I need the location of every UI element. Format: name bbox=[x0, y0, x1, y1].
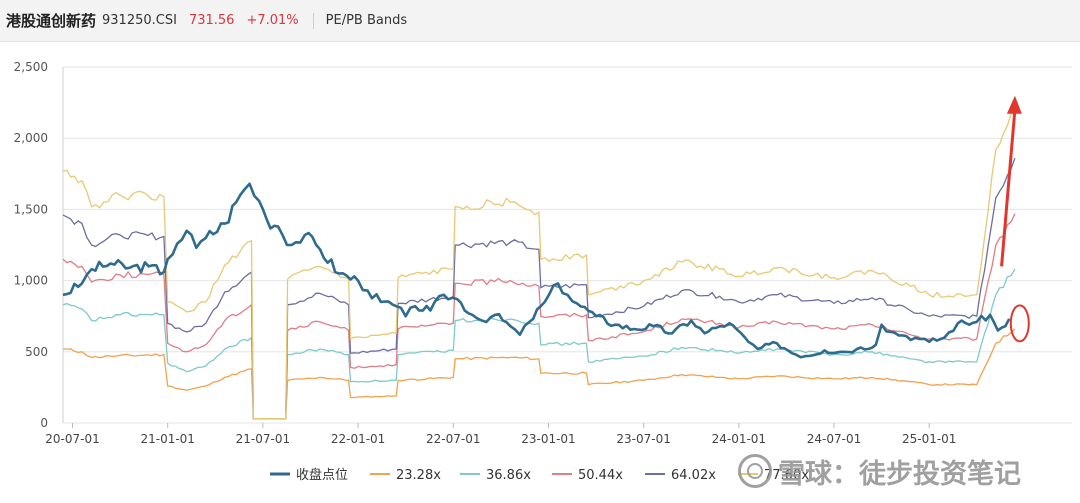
chart-header: 港股通创新药 931250.CSI 731.56 +7.01% PE/PB Ba… bbox=[0, 0, 1080, 42]
band-mode-label[interactable]: PE/PB Bands bbox=[325, 13, 408, 28]
x-tick-label: 20-07-01 bbox=[45, 432, 99, 446]
x-tick-label: 24-01-01 bbox=[712, 432, 766, 446]
y-tick-label: 500 bbox=[25, 345, 48, 359]
x-tick-label: 22-01-01 bbox=[331, 432, 385, 446]
band-line-36.86x bbox=[62, 268, 1016, 420]
y-tick-label: 0 bbox=[40, 416, 48, 430]
legend-label: 64.02x bbox=[671, 468, 716, 483]
y-tick-label: 2,500 bbox=[14, 60, 48, 74]
close-series-line bbox=[62, 182, 1011, 359]
y-tick-label: 1,500 bbox=[14, 202, 48, 216]
index-name: 港股通创新药 bbox=[6, 12, 97, 30]
annotation-arrow-head bbox=[1006, 95, 1022, 114]
x-tick-label: 23-01-01 bbox=[521, 432, 575, 446]
index-price: 731.56 bbox=[188, 13, 235, 28]
x-tick-label: 25-01-01 bbox=[902, 432, 956, 446]
y-tick-label: 1,000 bbox=[14, 274, 48, 288]
band-line-77.60x bbox=[62, 101, 1016, 420]
index-code: 931250.CSI bbox=[102, 13, 177, 28]
x-tick-label: 21-01-01 bbox=[140, 432, 194, 446]
x-tick-label: 21-07-01 bbox=[236, 432, 290, 446]
band-line-64.02x bbox=[62, 157, 1016, 420]
x-tick-label: 22-07-01 bbox=[426, 432, 480, 446]
header-divider bbox=[312, 12, 314, 29]
x-tick-label: 24-07-01 bbox=[807, 432, 861, 446]
legend-label: 50.44x bbox=[578, 468, 623, 483]
band-line-23.28x bbox=[62, 328, 1016, 420]
annotation-circle bbox=[1009, 304, 1030, 343]
y-tick-label: 2,000 bbox=[14, 131, 48, 145]
watermark: 雪球：徒步投资笔记 bbox=[738, 448, 1021, 494]
legend-label: 77.60x bbox=[764, 468, 809, 483]
index-change: +7.01% bbox=[246, 13, 299, 28]
legend-label: 收盘点位 bbox=[296, 467, 348, 483]
pe-pb-band-chart: 0 500 1,000 1,500 2,000 2,500 20-07-01 21-01-01… bbox=[14, 60, 1072, 483]
band-line-50.44x bbox=[62, 213, 1016, 420]
legend-label: 23.28x bbox=[396, 468, 441, 483]
legend-label: 36.86x bbox=[486, 468, 531, 483]
snowball-logo-icon bbox=[738, 454, 772, 488]
annotation-arrow-shaft bbox=[1000, 109, 1017, 267]
x-tick-label: 23-07-01 bbox=[616, 432, 670, 446]
watermark-text: 雪球：徒步投资笔记 bbox=[778, 458, 1021, 490]
